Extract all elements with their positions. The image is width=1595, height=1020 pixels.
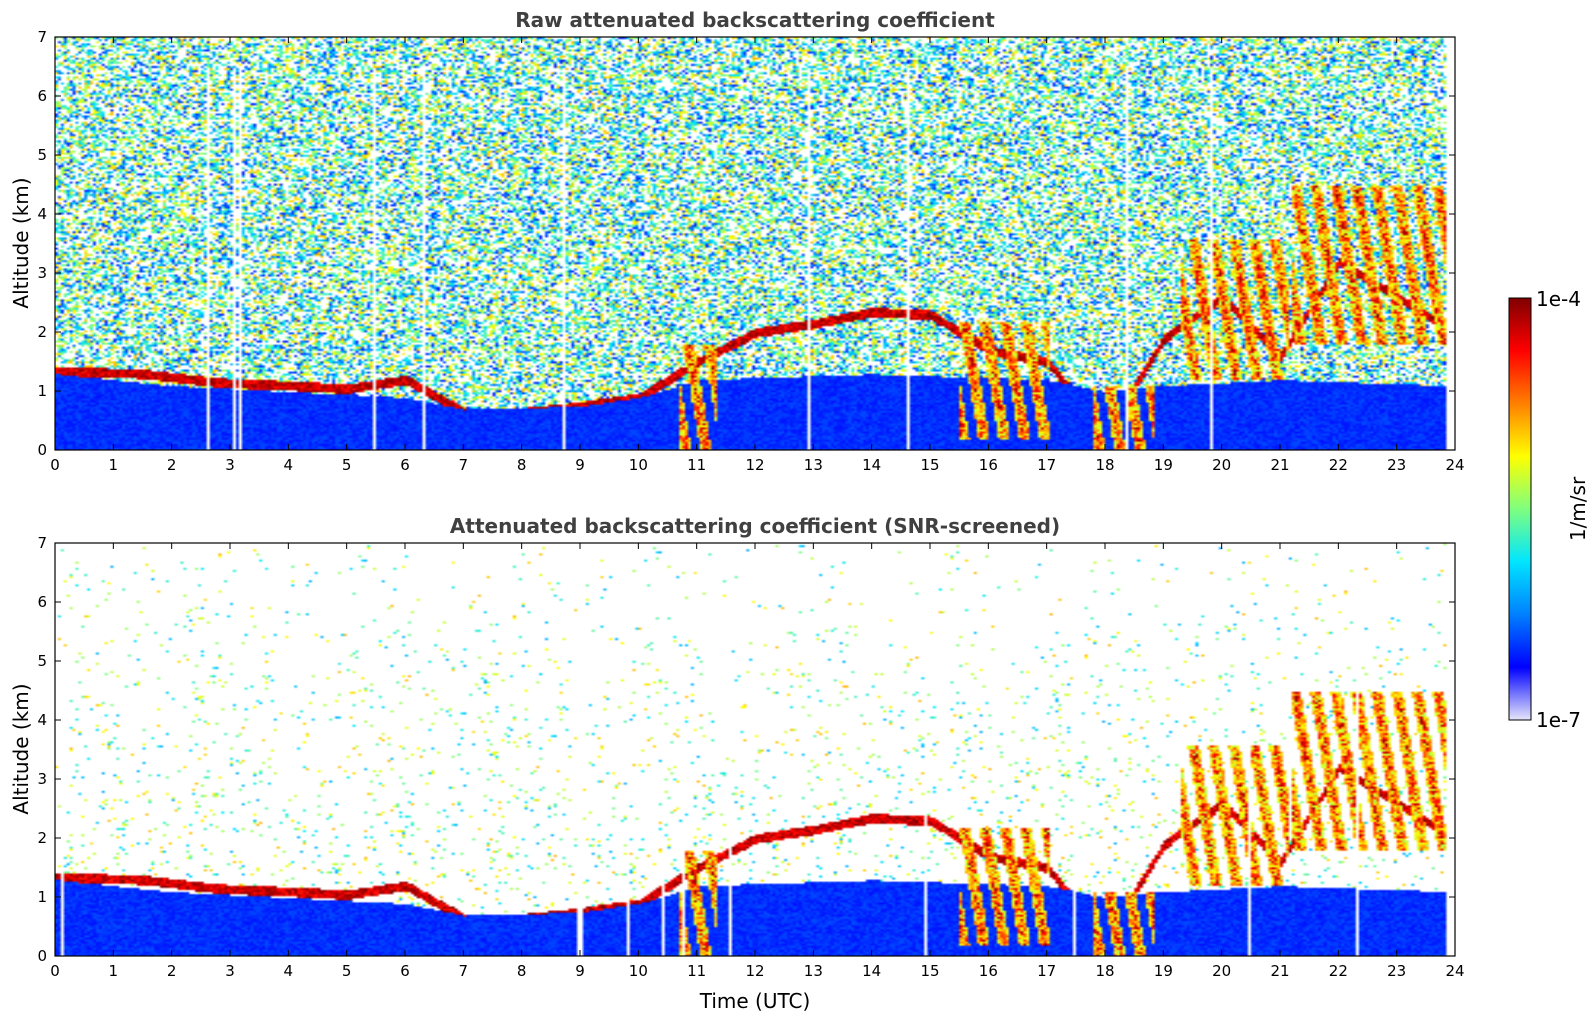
x-tick-label: 23 (1387, 962, 1406, 980)
screened-y-ticks: 0 1 2 3 4 5 6 7 (37, 534, 1455, 965)
x-tick-label: 4 (284, 962, 294, 980)
x-tick-label: 7 (459, 456, 469, 474)
x-tick-label: 8 (517, 456, 527, 474)
x-tick-label: 11 (687, 962, 706, 980)
x-tick-label: 16 (979, 456, 998, 474)
x-tick-label: 2 (167, 962, 177, 980)
x-tick-label: 13 (804, 456, 823, 474)
x-axis-label: Time (UTC) (699, 989, 811, 1013)
y-tick-label: 2 (37, 323, 47, 341)
x-tick-label: 5 (342, 456, 352, 474)
x-tick-label: 3 (225, 456, 235, 474)
y-tick-label: 2 (37, 829, 47, 847)
y-tick-label: 5 (37, 652, 47, 670)
y-tick-label: 0 (37, 441, 47, 459)
y-tick-label: 7 (37, 534, 47, 552)
x-tick-label: 10 (629, 962, 648, 980)
x-tick-label: 21 (1270, 962, 1289, 980)
x-tick-label: 21 (1270, 456, 1289, 474)
x-tick-label: 9 (575, 456, 585, 474)
heatmap-image (55, 37, 1455, 450)
x-tick-label: 17 (1037, 456, 1056, 474)
heatmap-image (55, 543, 1455, 956)
raw-y-ticks: 0 1 2 3 4 5 6 7 (37, 28, 1455, 459)
x-tick-label: 9 (575, 962, 585, 980)
raw-panel-title: Raw attenuated backscattering coefficien… (515, 8, 995, 32)
colorbar-min-label: 1e-7 (1536, 708, 1581, 732)
colorbar: 1e-4 1e-7 1/m/sr (1508, 287, 1590, 732)
x-tick-label: 11 (687, 456, 706, 474)
x-tick-label: 12 (745, 962, 764, 980)
x-tick-label: 10 (629, 456, 648, 474)
y-tick-label: 1 (37, 888, 47, 906)
x-tick-label: 2 (167, 456, 177, 474)
x-tick-label: 15 (920, 962, 939, 980)
x-tick-label: 14 (862, 962, 881, 980)
x-tick-label: 8 (517, 962, 527, 980)
y-tick-label: 3 (37, 770, 47, 788)
x-tick-label: 0 (50, 962, 60, 980)
screened-panel-title: Attenuated backscattering coefficient (S… (450, 514, 1060, 538)
x-tick-label: 18 (1095, 962, 1114, 980)
x-tick-label: 12 (745, 456, 764, 474)
y-tick-label: 6 (37, 593, 47, 611)
x-tick-label: 16 (979, 962, 998, 980)
x-tick-label: 5 (342, 962, 352, 980)
colorbar-gradient (1508, 297, 1532, 721)
screened-heatmap (55, 543, 1455, 956)
x-tick-label: 4 (284, 456, 294, 474)
x-tick-label: 24 (1445, 456, 1464, 474)
x-tick-label: 18 (1095, 456, 1114, 474)
x-tick-label: 13 (804, 962, 823, 980)
x-tick-label: 24 (1445, 962, 1464, 980)
x-tick-label: 23 (1387, 456, 1406, 474)
x-tick-label: 19 (1154, 456, 1173, 474)
raw-y-axis-label: Altitude (km) (9, 177, 33, 308)
x-tick-label: 1 (109, 456, 119, 474)
screened-panel: Attenuated backscattering coefficient (S… (9, 514, 1465, 1013)
y-tick-label: 7 (37, 28, 47, 46)
y-tick-label: 3 (37, 264, 47, 282)
x-tick-label: 6 (400, 456, 410, 474)
y-tick-label: 4 (37, 205, 47, 223)
x-tick-label: 20 (1212, 962, 1231, 980)
raw-panel: Raw attenuated backscattering coefficien… (9, 8, 1465, 474)
colorbar-unit-label: 1/m/sr (1566, 476, 1590, 541)
x-tick-label: 14 (862, 456, 881, 474)
colorbar-max-label: 1e-4 (1536, 287, 1581, 311)
raw-x-ticks: 0 1 2 3 4 5 6 7 8 9 10 11 12 13 14 15 16 17 18 19 20 21 22 23 24 (50, 37, 1465, 474)
y-tick-label: 0 (37, 947, 47, 965)
x-tick-label: 20 (1212, 456, 1231, 474)
y-tick-label: 4 (37, 711, 47, 729)
y-tick-label: 5 (37, 146, 47, 164)
y-tick-label: 1 (37, 382, 47, 400)
raw-heatmap (55, 37, 1455, 450)
x-tick-label: 3 (225, 962, 235, 980)
y-tick-label: 6 (37, 87, 47, 105)
x-tick-label: 22 (1329, 456, 1348, 474)
x-tick-label: 17 (1037, 962, 1056, 980)
x-tick-label: 22 (1329, 962, 1348, 980)
x-tick-label: 19 (1154, 962, 1173, 980)
x-tick-label: 7 (459, 962, 469, 980)
x-tick-label: 0 (50, 456, 60, 474)
screened-y-axis-label: Altitude (km) (9, 683, 33, 814)
screened-x-ticks: 0 1 2 3 4 5 6 7 8 9 10 11 12 13 14 15 16 17 18 19 20 21 22 23 24 (50, 543, 1465, 980)
x-tick-label: 15 (920, 456, 939, 474)
x-tick-label: 1 (109, 962, 119, 980)
x-tick-label: 6 (400, 962, 410, 980)
